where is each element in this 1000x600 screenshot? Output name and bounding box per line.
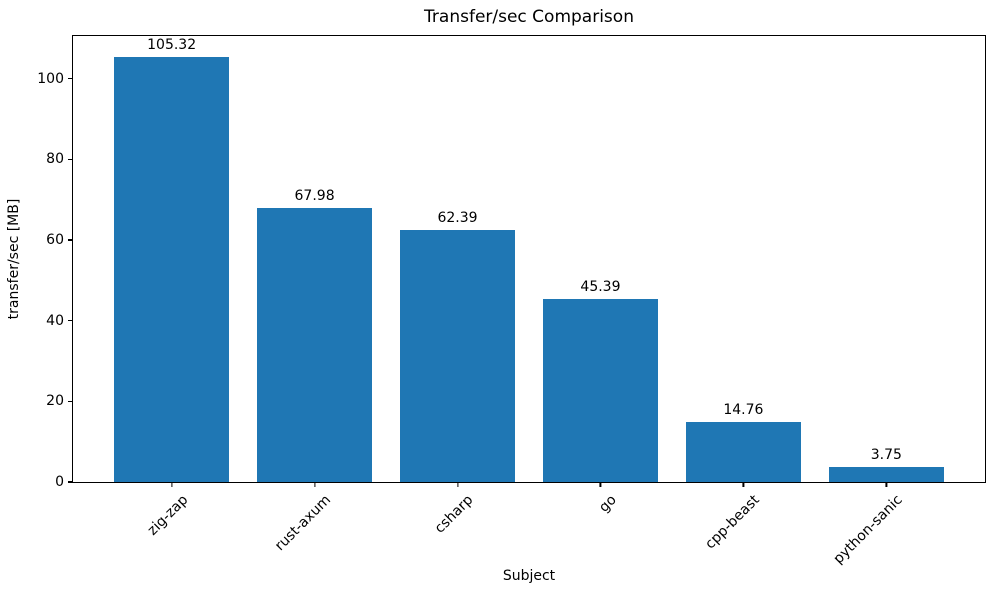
y-tick-mark-0: [68, 481, 73, 483]
y-tick-mark-60: [68, 239, 73, 241]
x-tick-label-zig-zap: zig-zap: [144, 492, 191, 539]
x-tick-label-csharp: csharp: [432, 492, 477, 537]
bar-group-cpp-beast: 14.76: [686, 36, 801, 482]
bar-value-label-zig-zap: 105.32: [147, 37, 197, 54]
x-tick-label-rust-axum: rust-axum: [271, 492, 334, 555]
x-tick-mark-rust-axum: [313, 482, 316, 487]
bar-group-zig-zap: 105.32: [114, 36, 229, 482]
bar-group-csharp: 62.39: [400, 36, 515, 482]
bar-zig-zap: [114, 57, 229, 482]
y-tick-label-40: 40: [46, 312, 64, 329]
x-tick-mark-cpp-beast: [742, 482, 744, 487]
x-tick-label-go: go: [596, 492, 620, 516]
bar-csharp: [400, 230, 515, 482]
y-axis-label: transfer/sec [MB]: [6, 198, 22, 320]
x-tick-mark-go: [599, 482, 602, 487]
x-axis-label: Subject: [502, 568, 556, 584]
plot-area: 105.32 67.98 62.39 45.39 14.76 3.75 0 20 40 60 80…: [37, 35, 986, 567]
bar-value-label-csharp: 62.39: [437, 210, 478, 227]
y-tick-label-0: 0: [55, 474, 64, 490]
bar-rust-axum: [257, 207, 372, 482]
bar-group-rust-axum: 67.98: [257, 36, 372, 482]
bar-python-sanic: [829, 466, 944, 482]
bar-value-label-rust-axum: 67.98: [294, 187, 335, 204]
bar-value-label-go: 45.39: [580, 278, 621, 295]
y-tick-label-80: 80: [46, 151, 64, 168]
bar-value-label-python-sanic: 3.75: [870, 446, 902, 463]
y-tick-mark-40: [68, 320, 73, 322]
bar-go: [543, 298, 658, 482]
x-tick-mark-zig-zap: [171, 482, 173, 487]
x-tick-label-cpp-beast: cpp-beast: [702, 492, 763, 553]
y-tick-label-100: 100: [37, 70, 64, 87]
y-tick-label-20: 20: [46, 393, 64, 410]
y-tick-mark-80: [68, 158, 73, 160]
x-tick-mark-python-sanic: [885, 482, 887, 487]
bar-group-go: 45.39: [543, 36, 658, 482]
x-tick-label-python-sanic: python-sanic: [830, 492, 906, 568]
x-tick-mark-csharp: [456, 482, 459, 487]
chart-title: Transfer/sec Comparison: [424, 7, 634, 27]
bar-group-python-sanic: 3.75: [829, 36, 944, 482]
y-tick-mark-100: [68, 78, 73, 80]
y-tick-mark-20: [68, 400, 73, 402]
bar-value-label-cpp-beast: 14.76: [723, 402, 764, 419]
bar-cpp-beast: [686, 422, 801, 482]
y-tick-label-60: 60: [46, 232, 64, 249]
